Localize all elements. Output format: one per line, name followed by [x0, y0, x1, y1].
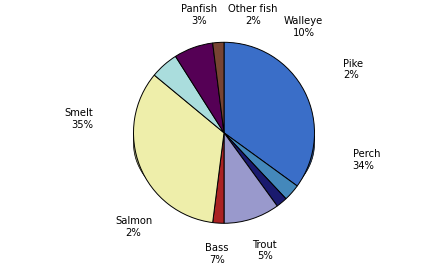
Text: Walleye
10%: Walleye 10% [284, 16, 323, 38]
Text: Pike
2%: Pike 2% [344, 59, 364, 80]
Wedge shape [224, 42, 314, 186]
Wedge shape [154, 56, 224, 133]
Wedge shape [224, 133, 277, 223]
Wedge shape [176, 43, 224, 133]
Text: Other fish
2%: Other fish 2% [228, 4, 278, 26]
Text: Smelt
35%: Smelt 35% [64, 109, 93, 130]
Text: Bass
7%: Bass 7% [205, 243, 228, 265]
Wedge shape [213, 42, 224, 133]
Text: Trout
5%: Trout 5% [252, 239, 277, 261]
Text: Salmon
2%: Salmon 2% [115, 216, 152, 238]
Polygon shape [224, 188, 277, 211]
Wedge shape [224, 133, 286, 206]
Wedge shape [224, 133, 297, 199]
Wedge shape [213, 133, 224, 223]
Polygon shape [213, 200, 224, 211]
Wedge shape [134, 75, 224, 222]
Polygon shape [297, 136, 314, 184]
Text: Perch
34%: Perch 34% [353, 149, 380, 171]
Polygon shape [277, 182, 286, 198]
Polygon shape [286, 173, 297, 193]
Text: Panfish
3%: Panfish 3% [181, 4, 217, 26]
Polygon shape [134, 133, 213, 211]
